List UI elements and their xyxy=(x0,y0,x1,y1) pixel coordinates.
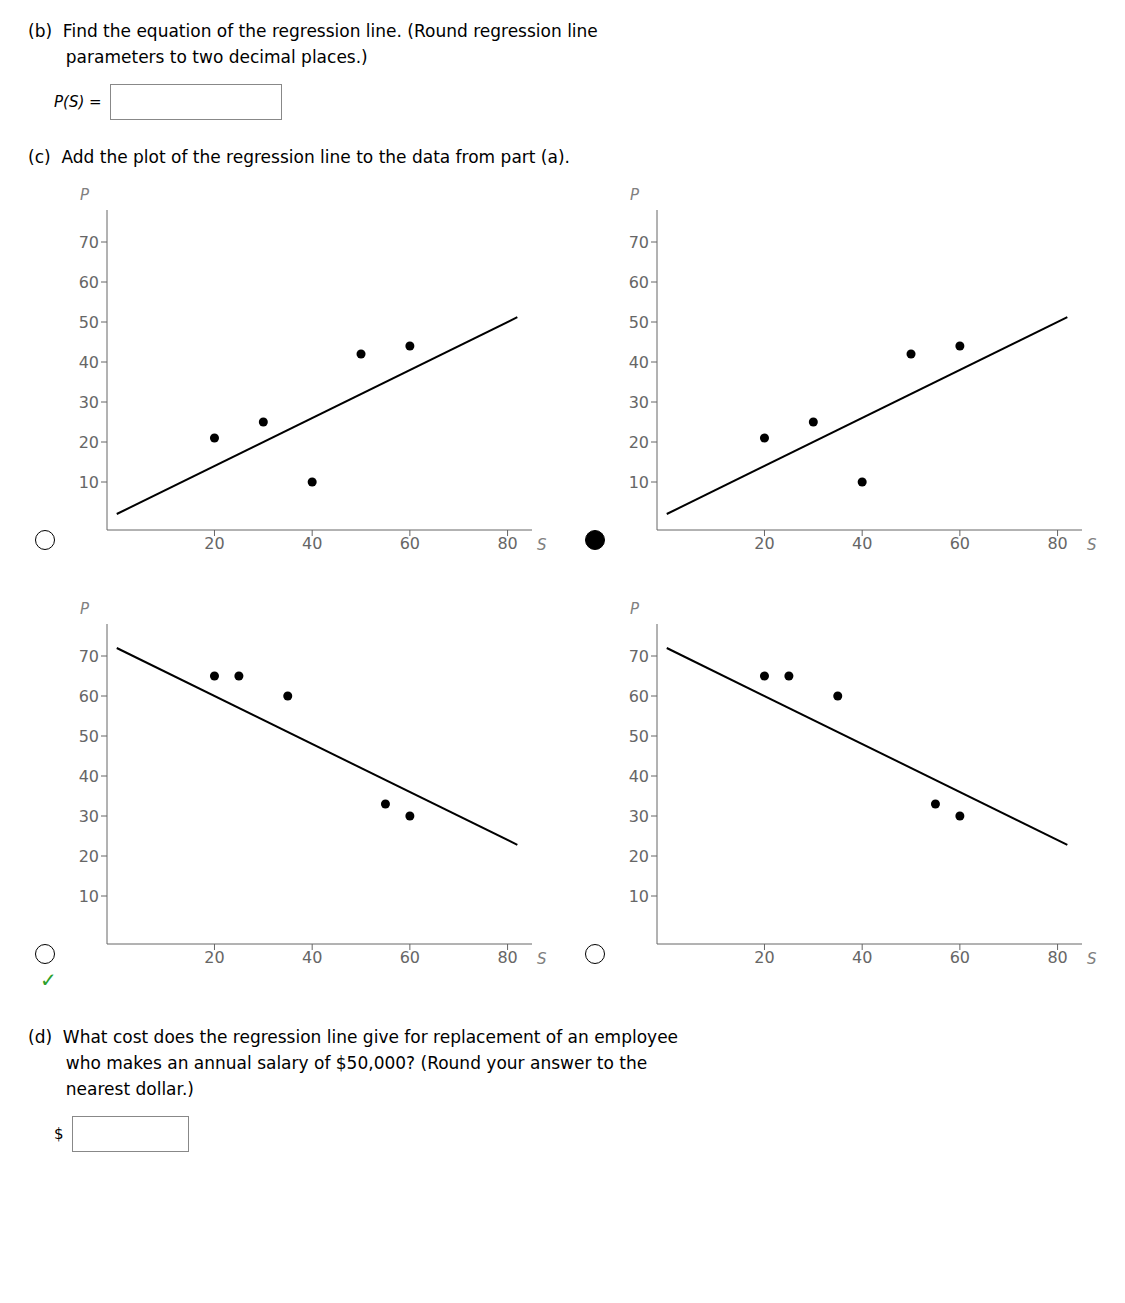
svg-text:40: 40 xyxy=(852,948,872,967)
svg-text:10: 10 xyxy=(79,887,99,906)
svg-text:70: 70 xyxy=(629,233,649,252)
svg-text:40: 40 xyxy=(302,534,322,553)
svg-text:20: 20 xyxy=(204,534,224,553)
svg-text:80: 80 xyxy=(497,534,517,553)
svg-text:30: 30 xyxy=(79,807,99,826)
svg-text:S: S xyxy=(1087,536,1097,554)
svg-text:60: 60 xyxy=(79,687,99,706)
svg-text:50: 50 xyxy=(629,313,649,332)
svg-text:60: 60 xyxy=(79,273,99,292)
html-text:(d) What cost does the regress: (d) What cost does the regression line g… xyxy=(28,1027,679,1047)
svg-text:20: 20 xyxy=(629,433,649,452)
svg-text:S: S xyxy=(537,950,547,968)
svg-text:70: 70 xyxy=(79,647,99,666)
svg-text:20: 20 xyxy=(629,847,649,866)
svg-text:30: 30 xyxy=(79,393,99,412)
svg-text:10: 10 xyxy=(629,473,649,492)
svg-text:10: 10 xyxy=(629,887,649,906)
svg-text:40: 40 xyxy=(79,353,99,372)
svg-text:20: 20 xyxy=(754,534,774,553)
html-text:(b) Find the equation of the r: (b) Find the equation of the regression … xyxy=(28,21,598,41)
html-text:parameters to two decimal plac: parameters to two decimal places.) xyxy=(28,47,368,67)
svg-text:P: P xyxy=(80,600,90,618)
svg-text:40: 40 xyxy=(629,767,649,786)
svg-text:20: 20 xyxy=(79,847,99,866)
svg-text:P: P xyxy=(630,186,640,204)
html-text:who makes an annual salary of: who makes an annual salary of $50,000? (… xyxy=(28,1053,648,1073)
svg-text:P: P xyxy=(630,600,640,618)
svg-text:60: 60 xyxy=(400,948,420,967)
svg-text:20: 20 xyxy=(204,948,224,967)
html-text:P(S) =: P(S) = xyxy=(54,93,102,111)
svg-text:60: 60 xyxy=(400,534,420,553)
svg-text:70: 70 xyxy=(629,647,649,666)
svg-text:S: S xyxy=(1087,950,1097,968)
svg-text:80: 80 xyxy=(497,948,517,967)
svg-text:40: 40 xyxy=(302,948,322,967)
svg-text:P: P xyxy=(80,186,90,204)
svg-text:60: 60 xyxy=(950,948,970,967)
svg-text:10: 10 xyxy=(79,473,99,492)
svg-text:60: 60 xyxy=(629,273,649,292)
svg-text:30: 30 xyxy=(629,393,649,412)
svg-text:60: 60 xyxy=(950,534,970,553)
svg-text:80: 80 xyxy=(1047,534,1067,553)
svg-text:70: 70 xyxy=(79,233,99,252)
svg-text:30: 30 xyxy=(629,807,649,826)
svg-text:40: 40 xyxy=(852,534,872,553)
svg-text:20: 20 xyxy=(79,433,99,452)
svg-text:40: 40 xyxy=(79,767,99,786)
svg-text:50: 50 xyxy=(79,313,99,332)
html-text:nearest dollar.): nearest dollar.) xyxy=(28,1079,194,1099)
svg-text:50: 50 xyxy=(629,727,649,746)
svg-text:50: 50 xyxy=(79,727,99,746)
svg-text:80: 80 xyxy=(1047,948,1067,967)
svg-text:40: 40 xyxy=(629,353,649,372)
svg-text:60: 60 xyxy=(629,687,649,706)
svg-text:20: 20 xyxy=(754,948,774,967)
html-text:(c) Add the plot of the regres: (c) Add the plot of the regression line … xyxy=(28,147,570,167)
svg-text:S: S xyxy=(537,536,547,554)
